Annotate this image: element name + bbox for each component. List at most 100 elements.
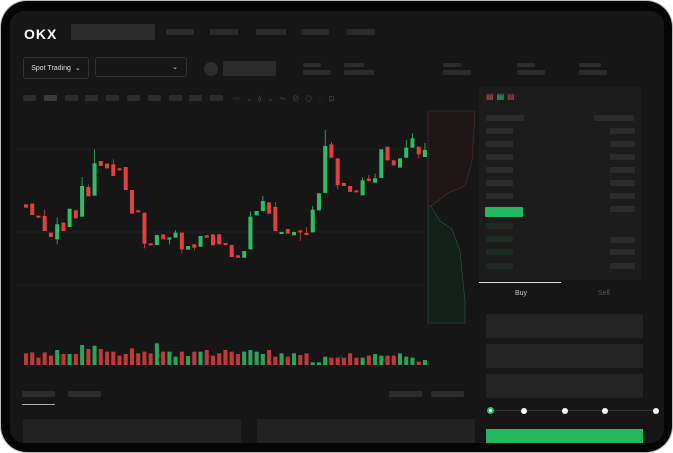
tab-buy[interactable]: Buy <box>515 290 528 297</box>
volume-bar <box>404 356 409 365</box>
volume-bar <box>80 345 85 365</box>
candle <box>55 224 60 240</box>
tab-order-history[interactable] <box>68 391 101 397</box>
volume-bar <box>422 360 427 365</box>
volume-bar <box>204 350 209 365</box>
candle <box>173 232 178 238</box>
candle <box>80 186 85 217</box>
order-book-view-icons[interactable]: ▤▤▤ <box>486 92 518 101</box>
candle <box>86 187 91 197</box>
timeframe-button[interactable] <box>189 95 203 101</box>
slider-handle[interactable] <box>487 407 494 414</box>
volume-bar <box>217 353 222 365</box>
volume-bar <box>167 351 172 365</box>
timeframe-button[interactable] <box>168 95 182 101</box>
coin-icon <box>204 62 218 76</box>
trading-screen: OKX Spot Trading ⌄ ⌄ 〰⌄⟠⌄〜⊘◎◌⊡ ▤▤▤ Buy Se… <box>10 11 664 443</box>
pair-select[interactable]: ⌄ <box>95 57 187 77</box>
candle <box>211 234 215 246</box>
candle <box>229 245 234 257</box>
volume-bar <box>123 354 128 365</box>
volume-bar <box>298 355 303 365</box>
amount-input[interactable] <box>486 344 643 368</box>
candle <box>310 209 315 233</box>
candle <box>154 235 159 245</box>
timeframe-button[interactable] <box>127 95 140 101</box>
assets-panel <box>257 419 475 443</box>
candlestick-chart[interactable] <box>10 11 664 443</box>
market-select[interactable]: Spot Trading ⌄ <box>23 57 89 79</box>
candle <box>204 235 209 238</box>
candle <box>304 233 309 235</box>
volume-bar <box>55 350 60 365</box>
candle <box>129 190 134 214</box>
volume-bar <box>335 357 340 365</box>
nav-item[interactable] <box>210 29 238 35</box>
tab-sell[interactable]: Sell <box>598 290 610 297</box>
volume-bar <box>30 352 35 365</box>
volume-bar <box>260 354 265 365</box>
volume-bar <box>354 357 359 365</box>
volume-bar <box>398 353 402 365</box>
okx-logo: OKX <box>24 26 58 42</box>
candle <box>360 180 365 196</box>
ask-size <box>610 206 635 212</box>
pair-name <box>223 61 276 76</box>
chart-tools-icons[interactable]: 〰⌄⟠⌄〜⊘◎◌⊡ <box>233 96 341 103</box>
total-input[interactable] <box>486 374 643 398</box>
chevron-down-icon: ⌄ <box>74 65 81 72</box>
slider-step[interactable] <box>521 408 527 414</box>
candle <box>148 243 153 246</box>
market-select-label: Spot Trading <box>31 64 71 72</box>
volume-bar <box>310 362 315 365</box>
volume-bar <box>391 355 396 365</box>
slider-step[interactable] <box>602 408 608 414</box>
volume-bar <box>98 349 103 365</box>
volume-bar <box>379 355 384 365</box>
volume-bar <box>235 354 240 365</box>
volume-bar <box>267 350 272 365</box>
timeframe-button[interactable] <box>147 95 161 101</box>
volume-bar <box>154 343 159 365</box>
volume-bar <box>111 351 116 365</box>
volume-bar <box>304 353 309 365</box>
candle <box>348 186 353 192</box>
timeframe-button[interactable] <box>106 95 120 101</box>
buy-submit-button[interactable] <box>486 429 643 443</box>
candle <box>48 232 53 237</box>
volume-bar <box>360 357 365 365</box>
candle <box>404 147 409 158</box>
slider-step[interactable] <box>562 408 568 414</box>
candle <box>422 150 427 157</box>
candle <box>142 212 147 244</box>
timeframe-button[interactable] <box>85 95 99 101</box>
volume-bar <box>186 356 191 365</box>
nav-item[interactable] <box>347 29 375 35</box>
depth-ask-area <box>427 110 476 207</box>
volume-bar <box>279 353 284 365</box>
volume-bar <box>179 351 184 365</box>
candle <box>167 237 172 240</box>
candle <box>24 204 28 208</box>
slider-step[interactable] <box>653 408 659 414</box>
ask-size <box>610 128 635 134</box>
nav-item[interactable] <box>256 29 286 35</box>
ask-size <box>610 180 635 186</box>
price-input[interactable] <box>486 314 643 338</box>
nav-item[interactable] <box>166 29 194 35</box>
candle <box>260 201 265 211</box>
percent-slider[interactable] <box>490 410 655 411</box>
candle <box>61 222 66 231</box>
search-bar[interactable] <box>71 24 155 40</box>
timeframe-button[interactable] <box>43 95 57 101</box>
timeframe-button[interactable] <box>23 95 36 101</box>
tab-open-orders[interactable] <box>22 391 55 397</box>
timeframe-button[interactable] <box>64 95 78 101</box>
ask-size <box>610 167 635 173</box>
candle <box>42 216 47 231</box>
nav-item[interactable] <box>301 29 329 35</box>
candle <box>354 190 359 193</box>
chevron-down-icon: ⌄ <box>172 64 178 71</box>
timeframe-button[interactable] <box>210 95 224 101</box>
ask-price <box>486 193 513 199</box>
